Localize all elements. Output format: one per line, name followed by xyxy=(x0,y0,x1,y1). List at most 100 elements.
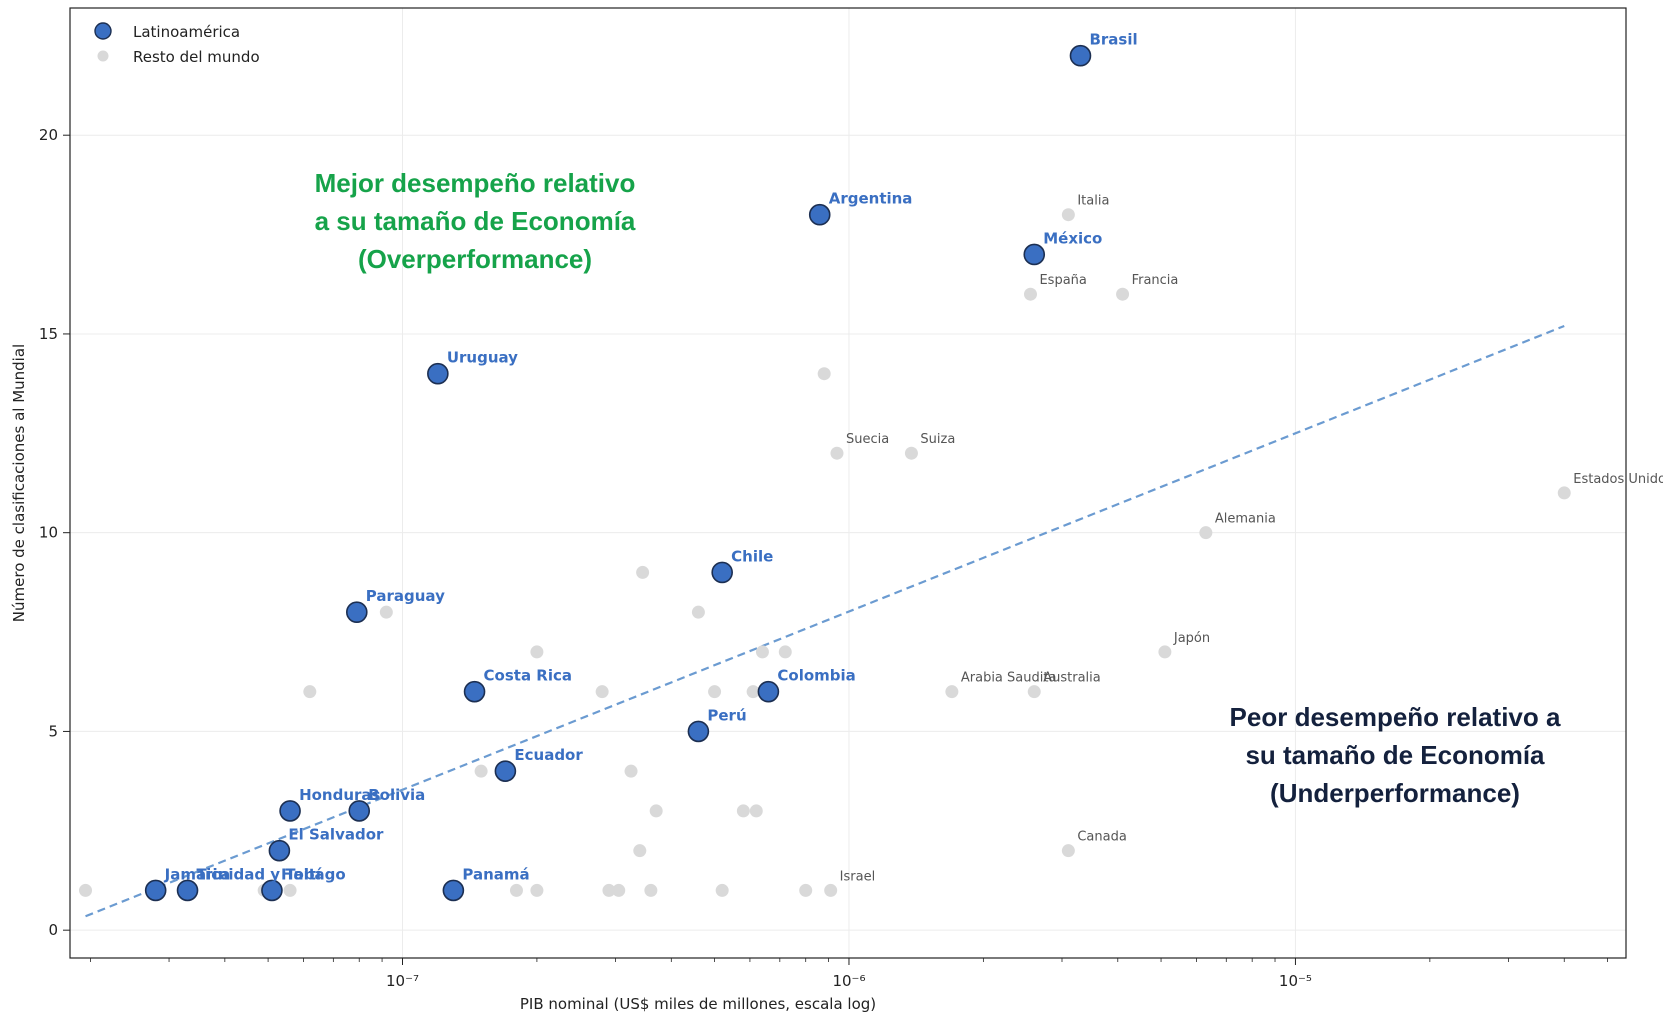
latam-point-label: Chile xyxy=(731,547,773,565)
legend-marker-latam xyxy=(94,22,112,40)
world-point-label: Japón xyxy=(1173,631,1210,646)
latam-point xyxy=(687,720,710,743)
latam-point-label: Perú xyxy=(707,706,746,724)
latam-point xyxy=(144,879,167,902)
world-point-label: Arabia Saudita xyxy=(961,671,1057,686)
x-tick-label: 10⁻⁵ xyxy=(1279,972,1312,990)
y-tick-label: 15 xyxy=(39,325,58,343)
world-point xyxy=(824,883,838,897)
y-tick-label: 10 xyxy=(39,524,58,542)
world-point xyxy=(633,844,647,858)
latam-point-label: Bolivia xyxy=(368,786,425,804)
x-tick-label: 10⁻⁶ xyxy=(832,972,865,990)
world-point xyxy=(691,605,705,619)
latam-point xyxy=(268,839,291,862)
trend-line-group xyxy=(85,324,1565,918)
latam-point xyxy=(711,561,733,584)
latam-point xyxy=(494,760,517,782)
plot-frame xyxy=(69,7,1627,959)
world-point xyxy=(708,685,722,699)
latam-point-label: El Salvador xyxy=(288,826,384,844)
latam-point-label: Haití xyxy=(281,865,322,883)
world-points xyxy=(79,208,1571,897)
world-point xyxy=(1158,645,1172,659)
y-tick-label: 20 xyxy=(39,126,58,144)
latam-point-label: México xyxy=(1043,229,1102,247)
latam-point xyxy=(808,203,831,226)
latam-point-label: Brasil xyxy=(1089,31,1137,49)
world-point xyxy=(530,883,544,897)
world-point xyxy=(755,645,769,659)
latam-point-label: Honduras xyxy=(299,786,380,804)
latam-point-label: Jamaica xyxy=(164,865,231,883)
world-point-label: Italia xyxy=(1077,194,1109,209)
latam-point xyxy=(279,800,301,822)
point-labels: Italia España Francia Suecia Suiza Estados Un… xyxy=(164,31,1663,885)
world-point-label: Francia xyxy=(1132,273,1179,288)
latam-point-label: Costa Rica xyxy=(484,667,572,685)
world-point xyxy=(778,645,792,659)
y-tick-label: 5 xyxy=(48,722,58,740)
world-point xyxy=(830,446,844,460)
latam-point xyxy=(442,879,465,902)
latam-point-label: Trinidad y Tobago xyxy=(197,865,346,883)
underperformance-annotation: Peor desempeño relativo a su tamaño de E… xyxy=(1229,702,1561,808)
world-point xyxy=(1061,208,1075,222)
overperformance-annotation: Mejor desempeño relativo a su tamaño de … xyxy=(314,168,636,274)
world-point-label: España xyxy=(1039,273,1086,288)
y-tick-label: 0 xyxy=(48,921,58,939)
world-point xyxy=(530,645,544,659)
latam-point xyxy=(427,362,449,385)
world-point xyxy=(1199,526,1213,540)
latam-point xyxy=(1023,243,1046,266)
world-point-label: Estados Unidos xyxy=(1573,472,1663,487)
world-point-label: Alemania xyxy=(1215,512,1276,527)
world-point-label: Canada xyxy=(1077,830,1126,845)
trend-line xyxy=(85,324,1565,918)
latam-point xyxy=(261,879,283,902)
world-point xyxy=(945,685,959,699)
latam-point-label: Ecuador xyxy=(514,746,583,764)
world-point xyxy=(746,685,760,699)
legend-label-latam: Latinoamérica xyxy=(133,23,240,41)
world-point xyxy=(303,685,317,699)
world-point xyxy=(644,883,658,897)
latam-point-label: Colombia xyxy=(777,667,855,685)
world-point xyxy=(79,883,93,897)
latam-point xyxy=(463,680,486,703)
latam-point-label: Panamá xyxy=(462,865,529,883)
x-axis-title: PIB nominal (US$ miles de millones, esca… xyxy=(520,995,876,1013)
latam-point-label: Uruguay xyxy=(447,349,518,367)
world-point xyxy=(649,804,663,818)
world-point xyxy=(1116,287,1130,301)
world-point xyxy=(799,883,813,897)
world-point-label: Israel xyxy=(840,869,876,884)
latam-point xyxy=(348,800,371,822)
world-point xyxy=(904,446,918,460)
latam-point-label: Argentina xyxy=(829,190,913,208)
world-point xyxy=(1557,486,1571,500)
world-point xyxy=(749,804,763,818)
world-point xyxy=(474,764,488,778)
latam-points xyxy=(144,44,1092,902)
latam-point xyxy=(345,601,368,623)
world-point xyxy=(595,685,609,699)
world-point xyxy=(1061,844,1075,858)
axes: 10⁻⁷ 10⁻⁶ 10⁻⁵ 0 5 10 15 20 PIB nominal (US$ mil… xyxy=(10,7,1627,1013)
world-point xyxy=(612,883,626,897)
world-point xyxy=(379,605,393,619)
legend: Latinoamérica Resto del mundo xyxy=(94,22,260,66)
world-point-label: Suecia xyxy=(846,432,889,447)
world-point xyxy=(817,367,831,381)
world-point-label: Suiza xyxy=(920,432,955,447)
latam-point-label: Paraguay xyxy=(366,587,445,605)
latam-point xyxy=(176,879,199,902)
world-point xyxy=(283,883,297,897)
latam-point xyxy=(757,680,780,703)
x-tick-label: 10⁻⁷ xyxy=(386,972,419,990)
y-axis-title: Número de clasificaciones al Mundial xyxy=(10,344,28,622)
legend-label-world: Resto del mundo xyxy=(133,48,260,66)
world-point xyxy=(715,883,729,897)
world-point xyxy=(636,565,650,579)
